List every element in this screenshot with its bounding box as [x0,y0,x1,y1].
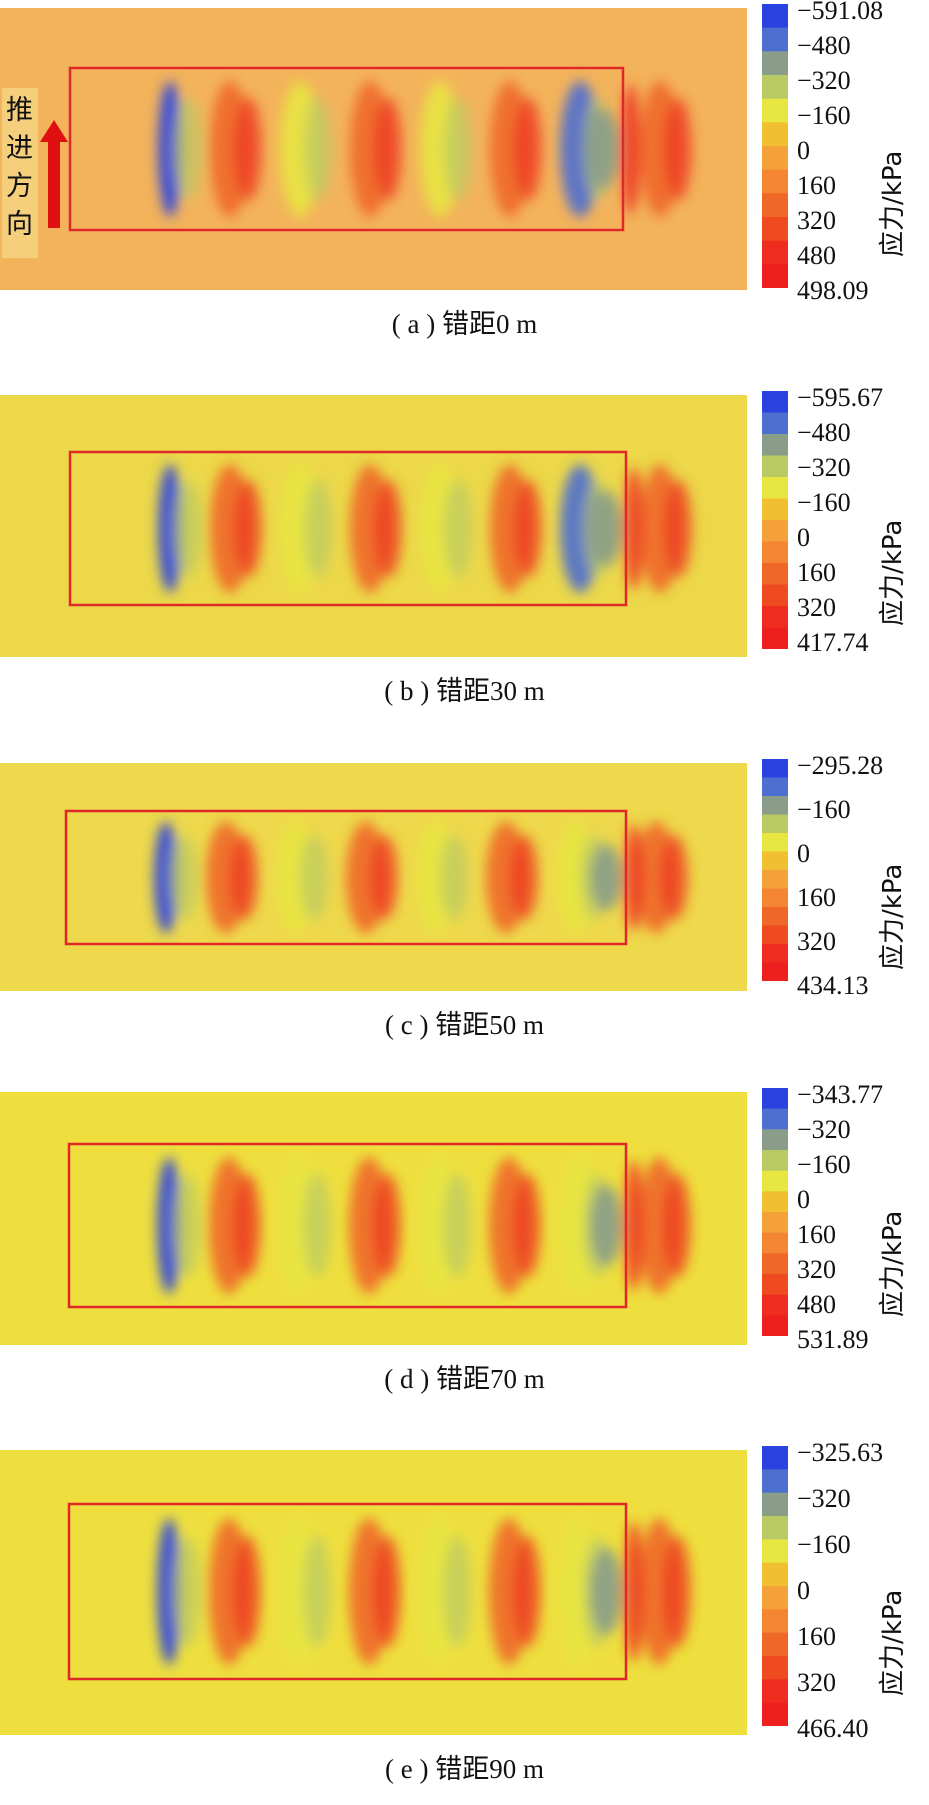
colorbar-tick-label: −480 [797,31,851,60]
colorbar-tick-label: −160 [797,1530,851,1559]
colorbar-tick-label: −595.67 [797,383,884,412]
colorbar [762,391,788,649]
goaf-boundary [67,1502,628,1681]
colorbar-tick-label: 160 [797,883,836,912]
panel-b: −595.67 −480 −320 −160 0 160 320 417.74 应力/kPa ( … [0,385,929,755]
colorbar-tick-label: −343.77 [797,1080,884,1109]
panel-a: −591.08 −480 −320 −160 0 160 320 480 498.09 应力/kP… [0,0,929,360]
colorbar [762,1446,788,1726]
panel-c: −295.28 −160 0 160 320 434.13 应力/kPa ( c ) 错距50… [0,753,929,1123]
colorbar-tick-label: 0 [797,1576,810,1605]
colorbar-tick-label: −320 [797,1115,851,1144]
colorbar-tick-label: 498.09 [797,276,869,305]
colorbar-tick-label: 160 [797,1220,836,1249]
stress-contour-map [0,1450,747,1735]
colorbar-tick-label: 160 [797,1622,836,1651]
stress-contour-map [0,1092,747,1345]
colorbar-unit-label: 应力/kPa [878,863,908,970]
colorbar-tick-label: 434.13 [797,971,869,1000]
panel-caption: ( b ) 错距30 m [384,676,545,706]
colorbar-tick-label: 417.74 [797,628,869,657]
goaf-boundary [67,1142,628,1309]
panel-caption: ( e ) 错距90 m [385,1754,544,1784]
colorbar-tick-label: −320 [797,1484,851,1513]
goaf-boundary [68,66,625,232]
stress-contour-map [0,8,747,290]
colorbar-tick-label: −320 [797,453,851,482]
colorbar-tick-label: 0 [797,523,810,552]
colorbar-unit-label: 应力/kPa [878,150,908,258]
push-direction-box [2,88,38,258]
colorbar-tick-label: 320 [797,1668,836,1697]
panel-d: −343.77 −320 −160 0 160 320 480 531.89 应力/kPa ( d… [0,1082,929,1452]
stress-contour-map [0,395,747,657]
colorbar-tick-label: 320 [797,593,836,622]
goaf-boundary [64,809,628,946]
colorbar [762,759,788,981]
colorbar-tick-label: 531.89 [797,1325,869,1354]
colorbar-unit-label: 应力/kPa [878,1210,908,1317]
panel-caption: ( a ) 错距0 m [391,309,538,339]
stress-contour-map [0,763,747,991]
colorbar-tick-label: −591.08 [797,0,884,25]
colorbar-unit-label: 应力/kPa [878,520,908,627]
colorbar-tick-label: 320 [797,1255,836,1284]
goaf-boundary [68,450,628,607]
colorbar-tick-label: 320 [797,206,836,235]
colorbar-tick-label: 160 [797,558,836,587]
colorbar-tick-label: −160 [797,488,851,517]
panel-caption: ( d ) 错距70 m [384,1364,545,1394]
colorbar-tick-label: −160 [797,1150,851,1179]
push-direction-label: 推进方向 [6,95,33,240]
colorbar-tick-label: 0 [797,136,810,165]
colorbar-tick-label: 0 [797,839,810,868]
colorbar-unit-label: 应力/kPa [878,1590,908,1697]
colorbar-tick-label: 480 [797,1290,836,1319]
colorbar-tick-label: 466.40 [797,1714,869,1743]
colorbar [762,4,788,288]
push-direction-arrow [40,120,68,228]
colorbar-tick-label: 160 [797,171,836,200]
colorbar-tick-label: −325.63 [797,1438,884,1467]
colorbar-tick-label: 0 [797,1185,810,1214]
colorbar-tick-label: −320 [797,66,851,95]
colorbar-tick-label: −160 [797,795,851,824]
colorbar-tick-label: 320 [797,927,836,956]
colorbar-tick-label: −295.28 [797,751,884,780]
colorbar-tick-label: −160 [797,101,851,130]
panel-e: −325.63 −320 −160 0 160 320 466.40 应力/kPa ( e ) … [0,1440,929,1805]
colorbar-tick-label: −480 [797,418,851,447]
panel-caption: ( c ) 错距50 m [385,1010,544,1040]
colorbar-tick-label: 480 [797,241,836,270]
colorbar [762,1088,788,1336]
